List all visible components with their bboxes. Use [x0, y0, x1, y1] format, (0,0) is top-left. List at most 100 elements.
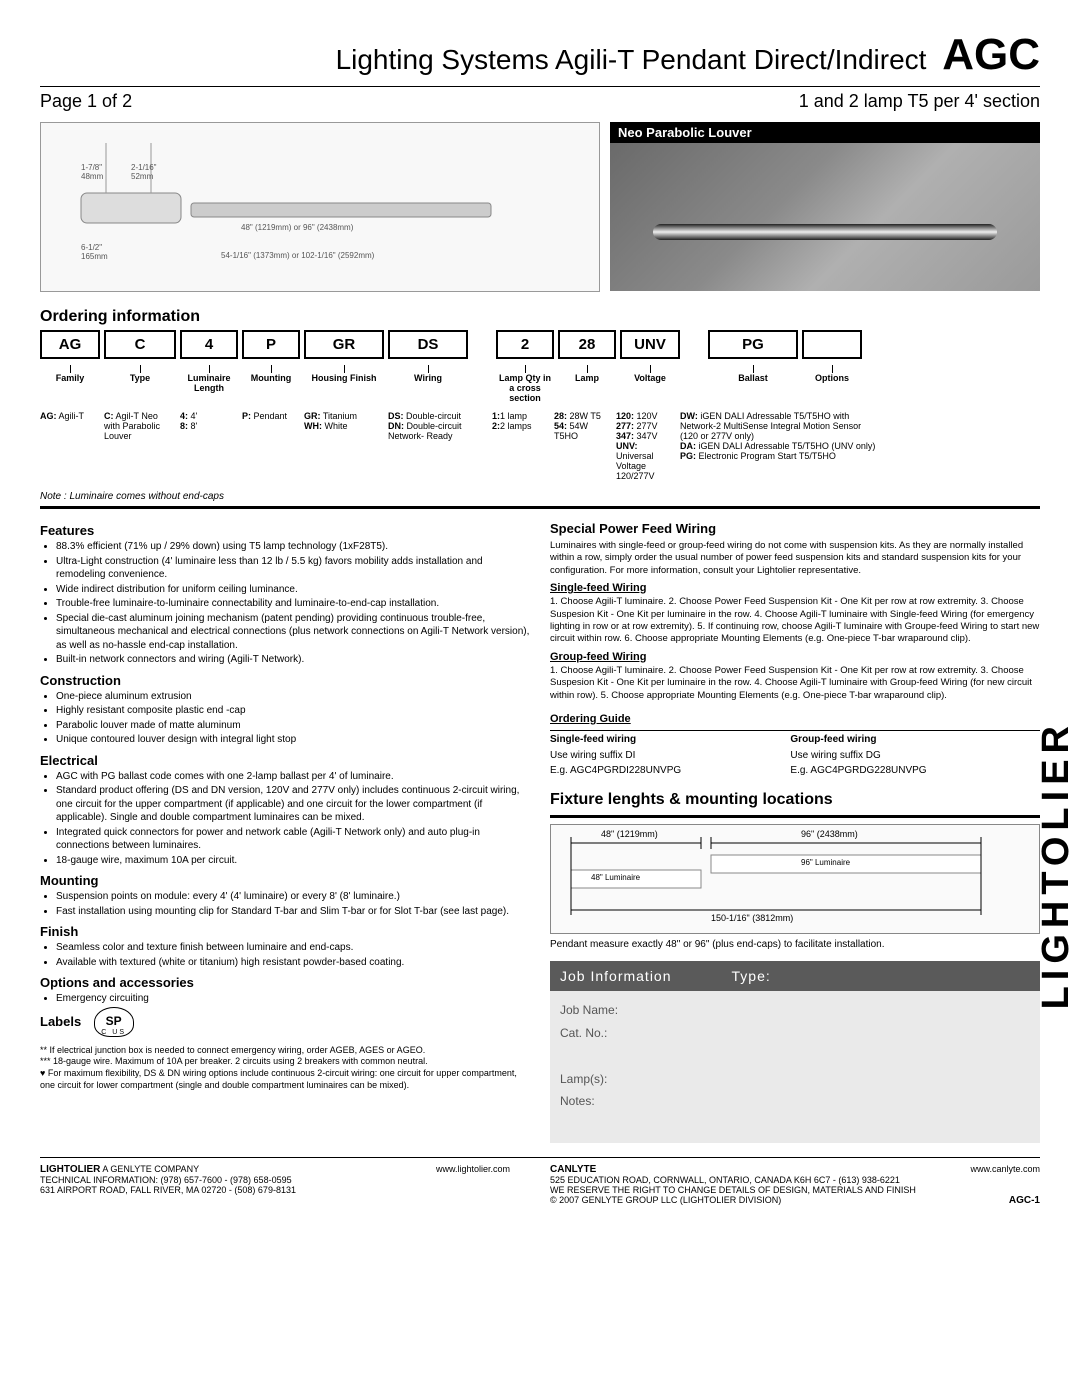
og-cell: Use wiring suffix DI	[550, 748, 790, 763]
job-info-header-left: Job Information	[560, 967, 672, 985]
label-lampqty: Lamp Qty in a cross section	[499, 373, 551, 403]
sfw-title: Single-feed Wiring	[550, 581, 1040, 595]
detail-voltage: 120: 120V277: 277V347: 347VUNV: Universa…	[616, 411, 676, 481]
lamp-info: 1 and 2 lamp T5 per 4' section	[799, 91, 1040, 112]
job-info-header-right: Type:	[732, 967, 771, 985]
feature-item: Ultra-Light construction (4' luminaire l…	[56, 555, 530, 582]
footer-page-code: AGC-1	[1009, 1195, 1040, 1206]
construction-title: Construction	[40, 673, 530, 688]
fixture-label-48: 48" Luminaire	[591, 873, 640, 883]
footer-company: A GENLYTE COMPANY	[100, 1164, 199, 1174]
right-column: Special Power Feed Wiring Luminaires wit…	[550, 517, 1040, 1143]
order-box-ballast: PG	[708, 330, 798, 359]
mounting-list: Suspension points on module: every 4' (4…	[40, 890, 530, 918]
fixture-dim-48: 48" (1219mm)	[601, 829, 658, 841]
order-box-type: C	[104, 330, 176, 359]
louver-header: Neo Parabolic Louver	[610, 122, 1040, 143]
footnotes: ** If electrical junction box is needed …	[40, 1045, 530, 1092]
footer-right-l4: © 2007 GENLYTE GROUP LLC (LIGHTOLIER DIV…	[550, 1195, 781, 1205]
construction-list: One-piece aluminum extrusion Highly resi…	[40, 690, 530, 747]
detail-mounting: P: Pendant	[242, 411, 300, 481]
feature-item: Special die-cast aluminum joining mechan…	[56, 612, 530, 653]
dim-165mm: 6-1/2" 165mm	[81, 243, 108, 261]
fixture-dim-96: 96" (2438mm)	[801, 829, 858, 841]
electrical-list: AGC with PG ballast code comes with one …	[40, 770, 530, 868]
order-box-length: 4	[180, 330, 238, 359]
electrical-item: Standard product offering (DS and DN ver…	[56, 784, 530, 825]
order-box-family: AG	[40, 330, 100, 359]
mounting-item: Fast installation using mounting clip fo…	[56, 905, 530, 919]
dim-48mm: 1-7/8" 48mm	[81, 163, 103, 181]
page-header: Lighting Systems Agili-T Pendant Direct/…	[40, 30, 1040, 87]
detail-wiring: DS: Double-circuitDN: Double-circuit Net…	[388, 411, 488, 481]
order-box-lampqty: 2	[496, 330, 554, 359]
footer-left-l2: TECHNICAL INFORMATION: (978) 657-7600 - …	[40, 1175, 292, 1185]
footer-right: CANLYTE www.canlyte.com 525 EDUCATION RO…	[530, 1164, 1040, 1206]
mounting-item: Suspension points on module: every 4' (4…	[56, 890, 530, 904]
ordering-details: AG: Agili-T C: Agil-T Neo with Parabolic…	[40, 411, 1040, 481]
cat-no-field[interactable]: Cat. No.:	[560, 1022, 1030, 1045]
footer-right-l3: WE RESERVE THE RIGHT TO CHANGE DETAILS O…	[550, 1185, 916, 1195]
footer-brand-left: LIGHTOLIER	[40, 1164, 100, 1175]
construction-item: One-piece aluminum extrusion	[56, 690, 530, 704]
main-columns: Features 88.3% efficient (71% up / 29% d…	[40, 517, 1040, 1143]
lamps-field[interactable]: Lamp(s):	[560, 1068, 1030, 1091]
label-type: Type	[130, 373, 150, 383]
photo-placeholder	[610, 143, 1040, 291]
label-finish: Housing Finish	[312, 373, 377, 383]
diagram-svg	[41, 123, 599, 291]
order-box-options	[802, 330, 862, 359]
ordering-labels: Family Type Luminaire Length Mounting Ho…	[40, 363, 1040, 403]
spf-title: Special Power Feed Wiring	[550, 521, 1040, 538]
label-options: Options	[815, 373, 849, 383]
images-row: 1-7/8" 48mm 2-1/16" 52mm 6-1/2" 165mm 48…	[40, 122, 1040, 292]
detail-ballast: DW: iGEN DALI Adressable T5/T5HO with Ne…	[680, 411, 880, 481]
order-box-finish: GR	[304, 330, 384, 359]
ordering-note: Note : Luminaire comes without end-caps	[40, 491, 1040, 502]
label-lamp: Lamp	[575, 373, 599, 383]
options-list: Emergency circuiting	[40, 992, 530, 1006]
footnote-1: ** If electrical junction box is needed …	[40, 1045, 530, 1057]
features-title: Features	[40, 523, 530, 538]
footer-left: LIGHTOLIER A GENLYTE COMPANY www.lightol…	[40, 1164, 530, 1206]
footnote-3: ♥ For maximum flexibility, DS & DN wirin…	[40, 1068, 530, 1091]
fixture-label-96: 96" Luminaire	[801, 858, 850, 868]
ordering-guide-title: Ordering Guide	[550, 712, 1040, 726]
features-list: 88.3% efficient (71% up / 29% down) usin…	[40, 540, 530, 667]
page-footer: LIGHTOLIER A GENLYTE COMPANY www.lightol…	[40, 1157, 1040, 1206]
sfw-body: 1. Choose Agili-T luminaire. 2. Choose P…	[550, 596, 1040, 645]
og-header-2: Group-feed wiring	[790, 731, 1040, 749]
og-header-1: Single-feed wiring	[550, 731, 790, 749]
detail-length: 4: 4'8: 8'	[180, 411, 238, 481]
dim-length2: 54-1/16" (1373mm) or 102-1/16" (2592mm)	[221, 251, 374, 260]
og-cell: E.g. AGC4PGRDI228UNVPG	[550, 763, 790, 778]
label-length: Luminaire Length	[187, 373, 230, 393]
labels-title: Labels	[40, 1014, 81, 1029]
ordering-title: Ordering information	[40, 308, 1040, 326]
label-ballast: Ballast	[738, 373, 768, 383]
detail-lamp: 28: 28W T554: 54W T5HO	[554, 411, 612, 481]
spf-body: Luminaires with single-feed or group-fee…	[550, 540, 1040, 577]
dim-length1: 48" (1219mm) or 96" (2438mm)	[241, 223, 353, 232]
ordering-boxes: AG C 4 P GR DS 2 28 UNV PG	[40, 330, 1040, 359]
product-photo: Neo Parabolic Louver	[610, 122, 1040, 292]
job-info-box: Job Information Type: Job Name: Cat. No.…	[550, 961, 1040, 1143]
label-wiring: Wiring	[414, 373, 442, 383]
left-column: Features 88.3% efficient (71% up / 29% d…	[40, 517, 530, 1143]
ordering-guide-table: Single-feed wiring Group-feed wiring Use…	[550, 730, 1040, 778]
order-box-mounting: P	[242, 330, 300, 359]
label-family: Family	[56, 373, 85, 383]
page-indicator: Page 1 of 2	[40, 91, 132, 112]
electrical-item: Integrated quick connectors for power an…	[56, 826, 530, 853]
gfw-body: 1. Choose Agili-T luminaire. 2. Choose P…	[550, 665, 1040, 702]
photo-light-fixture	[653, 224, 997, 240]
notes-field[interactable]: Notes:	[560, 1090, 1030, 1113]
feature-item: 88.3% efficient (71% up / 29% down) usin…	[56, 540, 530, 554]
csa-cert-icon: SP	[94, 1007, 134, 1037]
detail-lampqty: 1:1 lamp2:2 lamps	[492, 411, 550, 481]
job-name-field[interactable]: Job Name:	[560, 999, 1030, 1022]
gfw-title: Group-feed Wiring	[550, 650, 1040, 664]
mounting-title: Mounting	[40, 873, 530, 888]
options-title: Options and accessories	[40, 975, 530, 990]
order-box-wiring: DS	[388, 330, 468, 359]
